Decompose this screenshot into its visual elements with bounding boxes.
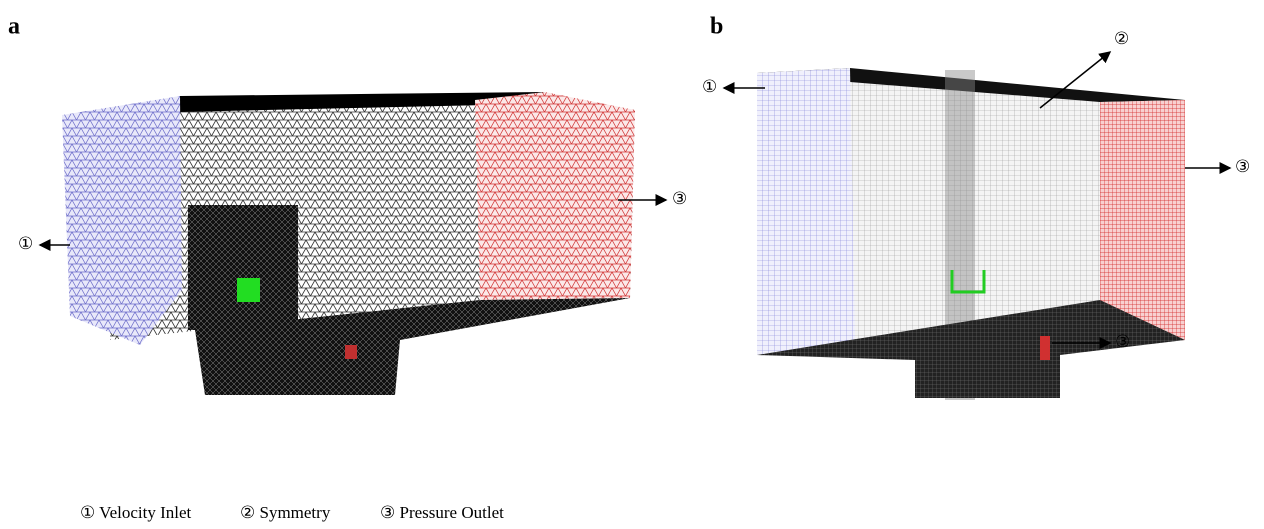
callout: ② (1114, 29, 1129, 48)
callout: ① (18, 234, 33, 253)
figure: a ① ③ b ① ② ③ ③ ① Velocity Inlet ② Symme… (0, 0, 1264, 529)
panel-b: b ① ② ③ ③ (702, 14, 1250, 401)
mesh-refined (188, 205, 298, 330)
velocity-inlet-mesh (757, 68, 855, 355)
pressure-outlet-mesh (475, 92, 635, 300)
panel-label: a (8, 14, 20, 40)
legend-entry: ② Symmetry (240, 503, 331, 522)
callout: ③ (1235, 157, 1250, 176)
callout: ① (702, 77, 717, 96)
outlet-patch (345, 345, 357, 359)
source-box (237, 278, 260, 302)
legend: ① Velocity Inlet ② Symmetry ③ Pressure O… (80, 503, 504, 522)
callout: ③ (672, 189, 687, 208)
panel-a: a ① ③ (8, 14, 687, 396)
panel-label: b (710, 14, 723, 40)
velocity-inlet-mesh (62, 96, 182, 345)
outlet-patch (1040, 336, 1050, 360)
callout: ③ (1115, 332, 1130, 351)
legend-entry: ① Velocity Inlet (80, 503, 192, 522)
legend-entry: ③ Pressure Outlet (380, 503, 504, 522)
